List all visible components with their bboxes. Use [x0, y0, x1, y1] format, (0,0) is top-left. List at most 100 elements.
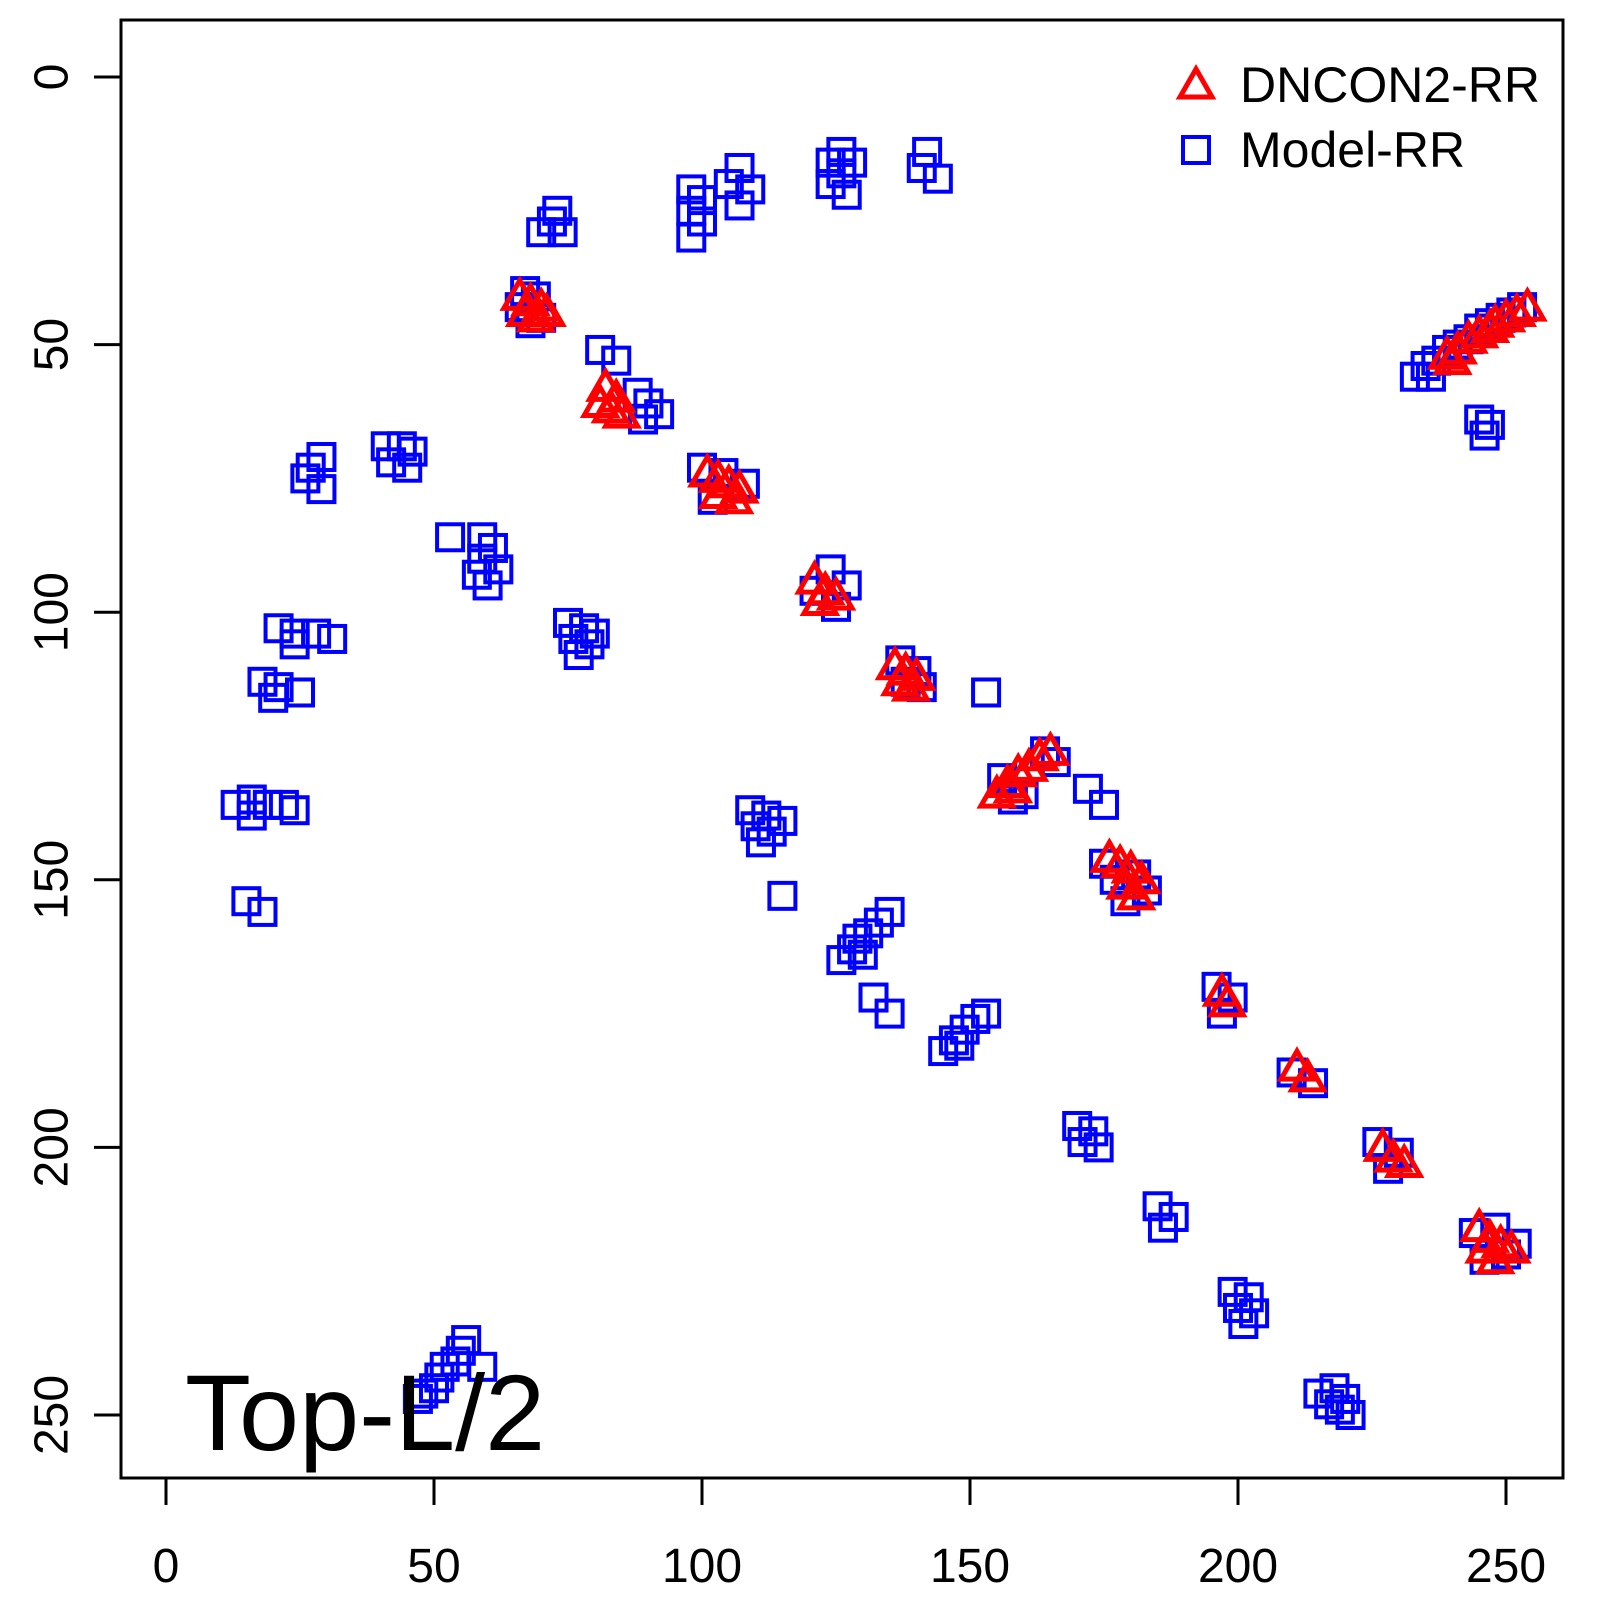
x-tick-label: 0	[153, 1540, 180, 1593]
model-rr-point	[408, 1378, 439, 1409]
legend-entry: Model-RR	[1181, 122, 1465, 178]
legend-triangle-icon	[1175, 63, 1217, 100]
model-rr-point	[826, 945, 857, 976]
model-rr-point	[767, 880, 798, 911]
model-rr-point	[461, 559, 492, 590]
y-axis: 0 50 100 150 200 250	[26, 64, 121, 1455]
dncon2-rr-point	[1206, 981, 1248, 1018]
model-rr-point	[745, 827, 776, 858]
legend-square-icon	[1181, 135, 1211, 165]
model-rr-point	[1062, 1110, 1093, 1141]
model-rr-point	[295, 452, 326, 483]
y-tick-label: 0	[26, 64, 79, 91]
model-rr-point	[842, 923, 873, 954]
model-rr-point	[644, 399, 675, 430]
dncon2-rr-point	[890, 666, 932, 702]
model-rr-point	[472, 570, 503, 601]
y-tick-label: 150	[26, 840, 79, 920]
model-rr-series	[220, 136, 1538, 1430]
model-rr-point	[853, 918, 884, 949]
model-rr-point	[317, 623, 348, 654]
model-rr-point	[1158, 1201, 1189, 1232]
dncon2-rr-point	[1474, 1238, 1516, 1275]
model-rr-point	[301, 618, 332, 649]
dncon2-rr-point	[515, 296, 557, 333]
model-rr-point	[724, 152, 755, 183]
model-rr-point	[826, 136, 857, 167]
dncon2-rr-point	[579, 382, 621, 418]
model-rr-point	[268, 789, 299, 820]
x-tick-label: 250	[1466, 1540, 1546, 1593]
model-rr-point	[831, 179, 862, 210]
dncon2-rr-point	[1507, 286, 1548, 322]
model-rr-point	[1239, 1298, 1270, 1329]
dncon2-rr-point	[1383, 1142, 1425, 1178]
model-rr-point	[1464, 404, 1495, 435]
model-rr-point	[445, 1335, 476, 1366]
model-rr-point	[874, 998, 905, 1029]
model-rr-point	[1314, 1389, 1345, 1420]
model-rr-point	[376, 447, 407, 478]
legend: DNCON2-RR Model-RR	[1175, 57, 1540, 178]
legend-label: Model-RR	[1240, 122, 1465, 178]
model-rr-point	[1083, 1132, 1114, 1163]
model-rr-point	[858, 982, 889, 1013]
model-rr-point	[1067, 1127, 1098, 1158]
model-rr-point	[756, 816, 787, 847]
model-rr-point	[938, 1025, 969, 1056]
model-rr-point	[1217, 1276, 1248, 1307]
model-rr-point	[837, 934, 868, 965]
model-rr-point	[558, 623, 589, 654]
x-tick-label: 150	[930, 1540, 1010, 1593]
dncon2-rr-point	[1019, 735, 1060, 772]
x-tick-label: 200	[1198, 1540, 1278, 1593]
model-rr-point	[1089, 789, 1119, 820]
model-rr-point	[960, 1003, 991, 1034]
model-rr-point	[1474, 409, 1505, 440]
model-rr-point	[815, 169, 846, 200]
model-rr-point	[263, 672, 294, 703]
model-rr-point	[536, 206, 567, 237]
model-rr-point	[1335, 1400, 1366, 1430]
model-rr-point	[467, 522, 498, 553]
model-rr-point	[1078, 1116, 1109, 1147]
model-rr-point	[1324, 1394, 1355, 1425]
model-rr-point	[429, 1351, 460, 1382]
model-rr-point	[563, 640, 594, 671]
model-rr-point	[290, 463, 321, 494]
model-rr-point	[837, 147, 868, 178]
dncon2-rr-point	[1496, 291, 1538, 327]
model-rr-point	[386, 431, 417, 462]
model-rr-point	[949, 1014, 980, 1045]
model-rr-point	[863, 907, 894, 938]
model-rr-point	[236, 800, 267, 831]
y-tick-label: 100	[26, 572, 79, 652]
dncon2-rr-point	[1115, 874, 1157, 911]
model-rr-point	[1330, 1383, 1361, 1414]
model-rr-point	[687, 185, 717, 216]
model-rr-point	[542, 195, 573, 226]
model-rr-point	[526, 217, 557, 248]
model-rr-point	[815, 147, 846, 178]
dncon2-rr-point	[976, 773, 1018, 809]
y-tick-label: 200	[26, 1107, 79, 1187]
model-rr-point	[633, 388, 664, 419]
model-rr-point	[1228, 1309, 1259, 1340]
model-rr-point	[306, 474, 337, 505]
model-rr-point	[547, 217, 578, 248]
model-rr-point	[483, 554, 514, 585]
model-rr-point	[735, 795, 766, 826]
dncon2-rr-point	[799, 580, 841, 616]
dncon2-rr-point	[1491, 1228, 1532, 1264]
model-rr-point	[1147, 1212, 1178, 1243]
model-rr-point	[944, 1030, 975, 1061]
model-rr-point	[767, 805, 798, 836]
y-tick-label: 50	[26, 318, 79, 371]
model-rr-point	[971, 677, 1002, 708]
model-rr-point	[419, 1373, 449, 1404]
model-rr-point	[220, 789, 251, 820]
model-rr-point	[735, 174, 766, 205]
model-rr-point	[847, 939, 878, 970]
plot-border	[119, 18, 1565, 1480]
